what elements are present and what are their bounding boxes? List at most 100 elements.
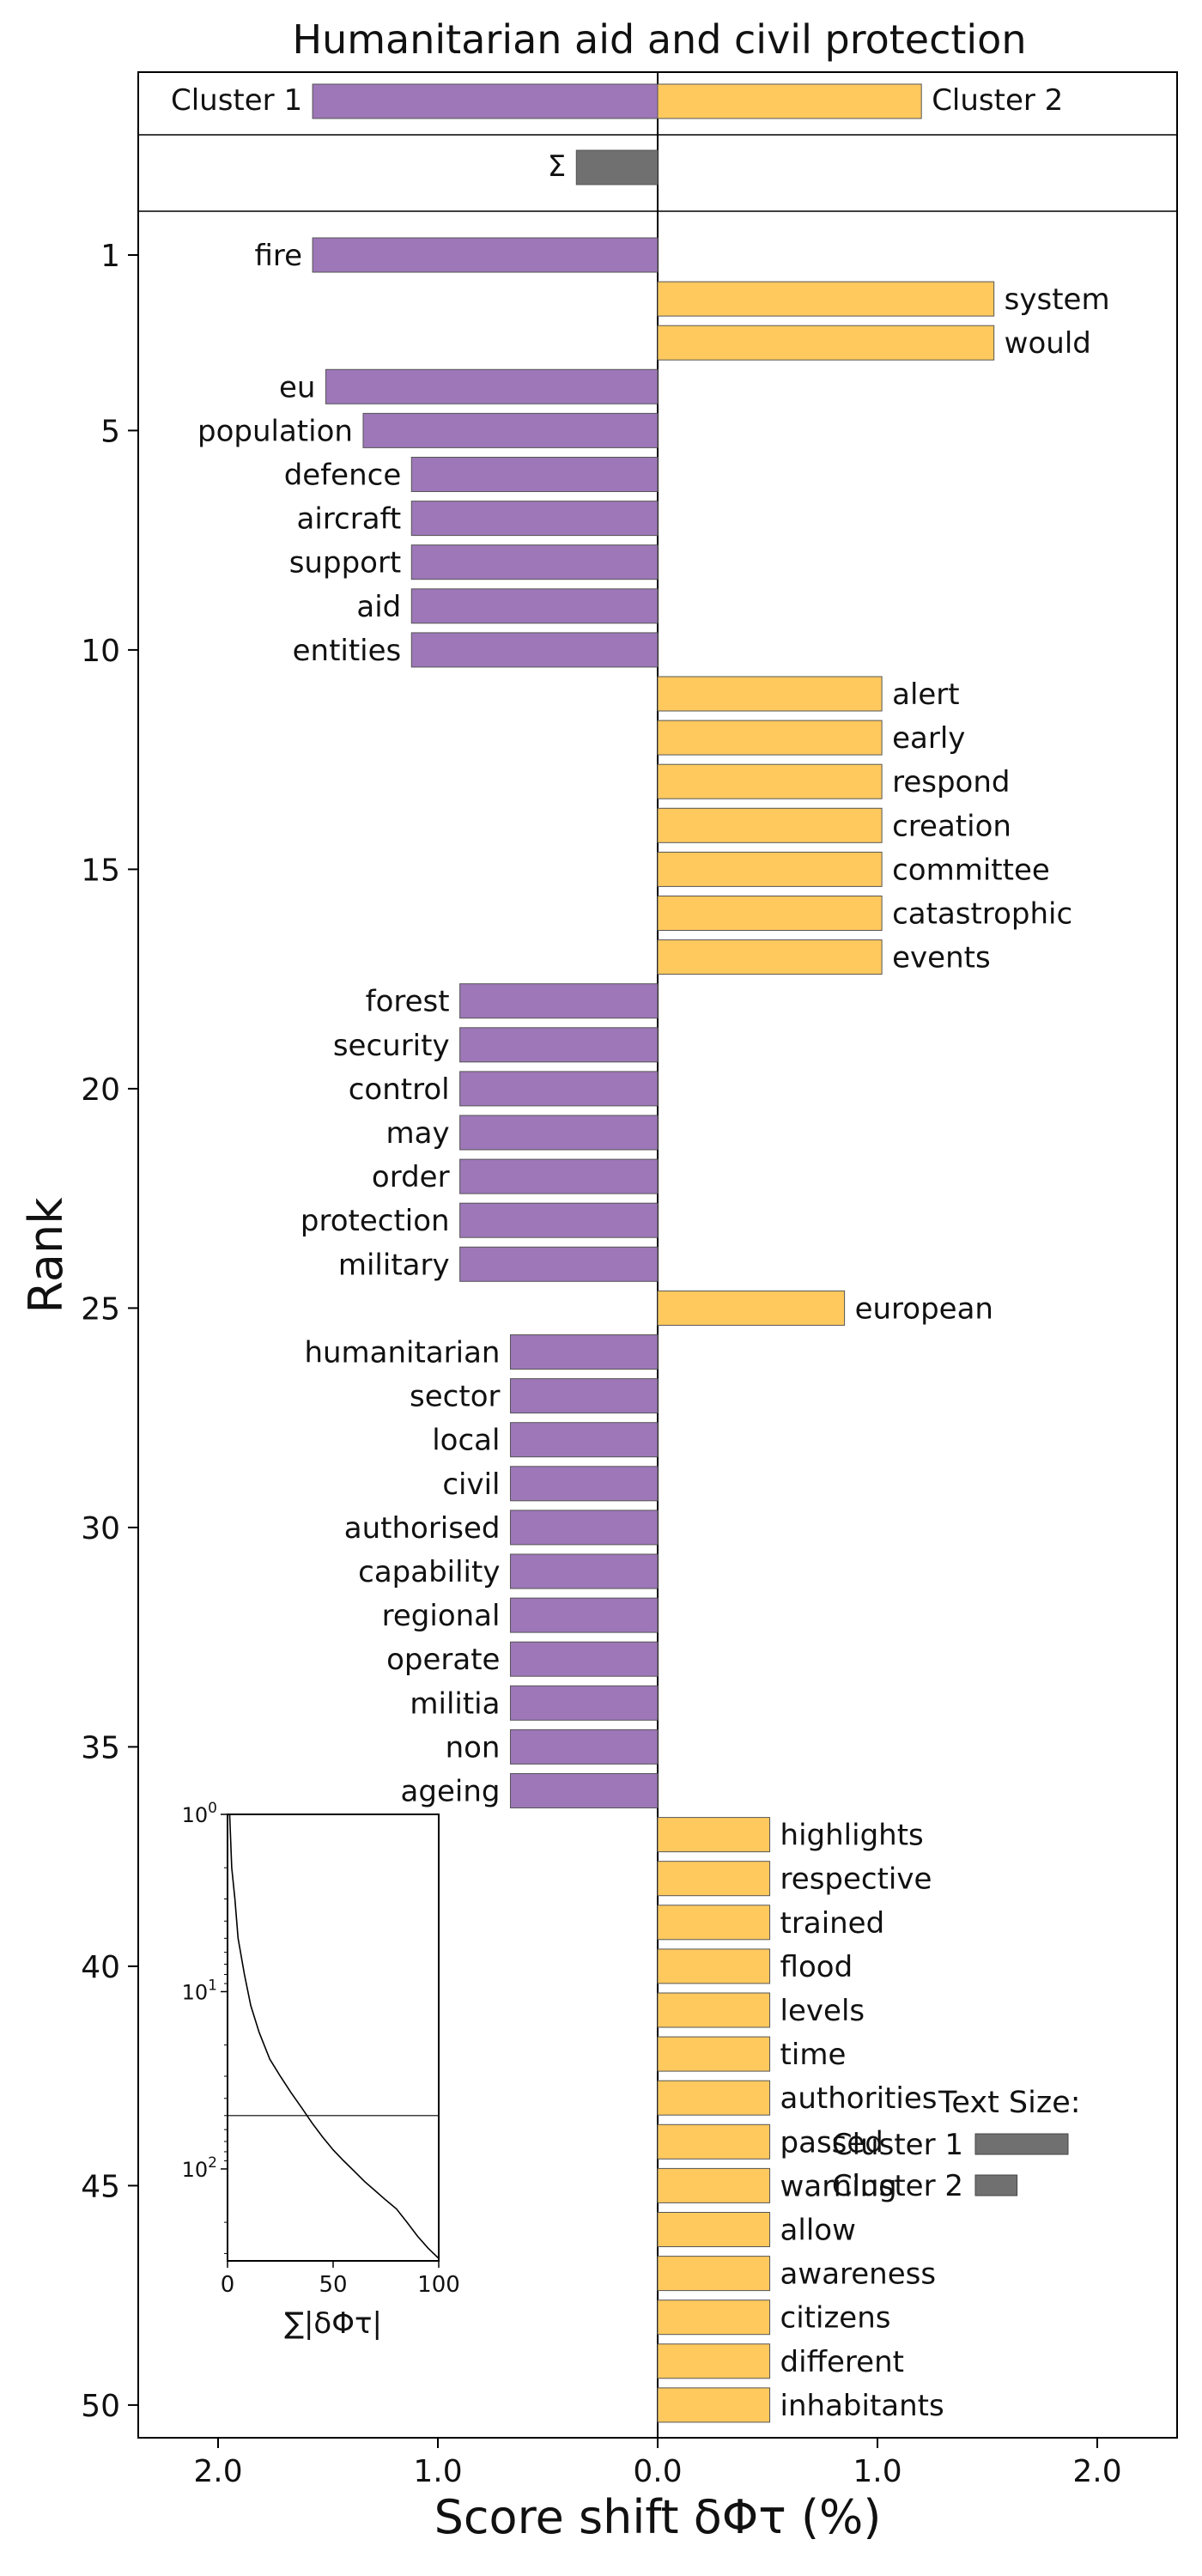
word-bar [657,1817,771,1853]
word-bar [312,237,659,273]
word-bar [657,807,883,843]
word-bar [410,632,659,668]
word-bar [509,1334,659,1370]
inset-y-tick-base: 10 [182,1980,209,2004]
word-label: humanitarian [304,1336,500,1370]
word-bar [657,896,883,931]
y-tick-label: 40 [81,1950,120,1985]
word-label: entities [293,634,402,668]
word-label: warning [780,2169,897,2203]
word-label: protection [300,1204,450,1238]
y-tick-label: 15 [81,853,120,888]
word-bar [657,1992,771,2028]
word-bar [657,763,883,799]
word-label: awareness [780,2257,937,2292]
inset-y-tick-exponent: 2 [208,2154,217,2172]
word-label: trained [780,1906,885,1941]
word-label: catastrophic [892,897,1072,932]
inset-x-tick-label: 100 [417,2272,460,2298]
word-label: aircraft [297,502,402,537]
word-bar [657,2300,771,2336]
y-tick-label: 1 [100,239,120,274]
y-tick-label: 20 [81,1072,120,1108]
word-label: operate [386,1643,500,1677]
word-label: regional [382,1599,501,1633]
word-label: highlights [780,1819,924,1853]
y-tick-label: 10 [81,634,120,669]
word-bar [459,1246,659,1282]
y-tick-label: 45 [81,2169,120,2204]
inset-x-label: ∑|δΦτ| [284,2306,382,2341]
word-bar [509,1466,659,1502]
inset-x-tick-label: 0 [221,2272,235,2298]
word-bar [657,1905,771,1941]
text-size-legend-title: Text Size: [938,2086,1081,2120]
word-label: population [197,414,353,448]
word-bar [459,1071,659,1107]
word-bar [509,1510,659,1546]
x-tick-label: 0.0 [633,2454,682,2489]
word-label: inhabitants [780,2389,944,2423]
word-bar [657,2080,771,2116]
cluster2-total-label: Cluster 2 [932,83,1063,118]
word-label: citizens [780,2301,891,2336]
word-label: levels [780,1994,865,2028]
word-label: support [289,546,402,580]
word-label: committee [892,853,1050,887]
word-bar [410,544,659,580]
word-label: time [780,2038,847,2072]
inset-y-tick-base: 10 [182,1803,209,1827]
y-tick-label: 25 [81,1291,120,1327]
word-bar [459,1158,659,1194]
y-axis-label: Rank [19,1197,73,1314]
word-label: security [333,1029,450,1063]
inset-x-tick-label: 50 [319,2272,347,2298]
word-label: respond [892,765,1010,799]
y-tick-label: 5 [100,414,120,449]
cluster2-total-bar [657,83,922,119]
word-bar [657,720,883,756]
inset-frame [227,1814,440,2262]
word-bar [657,2212,771,2247]
word-label: events [892,941,991,975]
word-bar [657,939,883,975]
word-bar [657,2343,771,2379]
word-bar [657,2167,771,2203]
word-label: allow [780,2214,856,2248]
word-bar [410,588,659,624]
inset-y-tick-exponent: 0 [208,1800,217,1817]
word-bar [657,2123,771,2160]
word-bar [509,1641,659,1677]
word-bar [362,412,659,448]
word-label: creation [892,809,1011,843]
word-label: authorised [344,1511,501,1546]
word-label: order [372,1160,450,1194]
word-label: may [386,1116,450,1151]
text-size-legend-bar [974,2133,1069,2155]
word-label: military [338,1248,450,1282]
word-bars: fire system would eu population defence aircra… [197,237,1110,2423]
word-label: different [780,2345,904,2379]
inset-cumulative-curve [228,1814,440,2259]
word-bar [657,1290,846,1326]
y-tick-label: 50 [81,2389,120,2424]
x-axis: 2.0 1.0 0.0 1.0 2.0 [193,2438,1122,2489]
sum-total-bar [575,149,659,185]
cluster1-total-bar [312,83,659,119]
word-bar [410,457,659,492]
x-tick-label: 2.0 [1072,2454,1121,2489]
word-label: passed [780,2125,883,2160]
word-label: local [432,1424,500,1458]
word-bar [459,1115,659,1151]
word-label: european [855,1291,993,1326]
word-bar [657,676,883,712]
word-bar [410,501,659,537]
word-label: control [349,1072,450,1107]
word-bar [657,325,995,361]
cluster1-total-label: Cluster 1 [171,83,302,118]
word-bar [459,1027,659,1063]
text-size-legend-bar [974,2174,1018,2196]
word-bar [509,1422,659,1458]
